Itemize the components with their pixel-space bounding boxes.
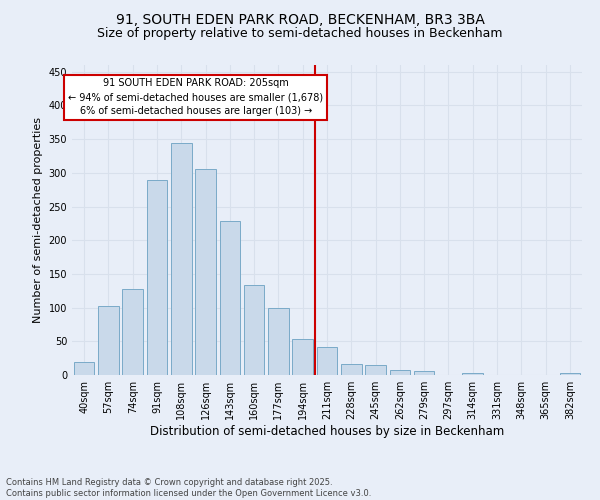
Y-axis label: Number of semi-detached properties: Number of semi-detached properties (33, 117, 43, 323)
Text: Size of property relative to semi-detached houses in Beckenham: Size of property relative to semi-detach… (97, 28, 503, 40)
Bar (220, 222, 240, 375)
Bar (341, 364, 362, 375)
Bar (122, 288, 143, 375)
Bar (74, 362, 94, 375)
Bar (560, 373, 580, 375)
Bar (463, 373, 483, 375)
Bar (292, 340, 313, 375)
Bar (389, 370, 410, 375)
Text: Contains HM Land Registry data © Crown copyright and database right 2025.
Contai: Contains HM Land Registry data © Crown c… (6, 478, 371, 498)
Bar (414, 371, 434, 375)
Text: 91, SOUTH EDEN PARK ROAD, BECKENHAM, BR3 3BA: 91, SOUTH EDEN PARK ROAD, BECKENHAM, BR3… (116, 12, 484, 26)
Bar (317, 346, 337, 375)
Bar (244, 286, 265, 375)
Bar (171, 142, 191, 375)
Bar (365, 365, 386, 375)
Text: 91 SOUTH EDEN PARK ROAD: 205sqm
← 94% of semi-detached houses are smaller (1,678: 91 SOUTH EDEN PARK ROAD: 205sqm ← 94% of… (68, 78, 323, 116)
Bar (268, 308, 289, 375)
Bar (146, 180, 167, 375)
Bar (98, 306, 119, 375)
Bar (195, 170, 216, 375)
X-axis label: Distribution of semi-detached houses by size in Beckenham: Distribution of semi-detached houses by … (150, 425, 504, 438)
